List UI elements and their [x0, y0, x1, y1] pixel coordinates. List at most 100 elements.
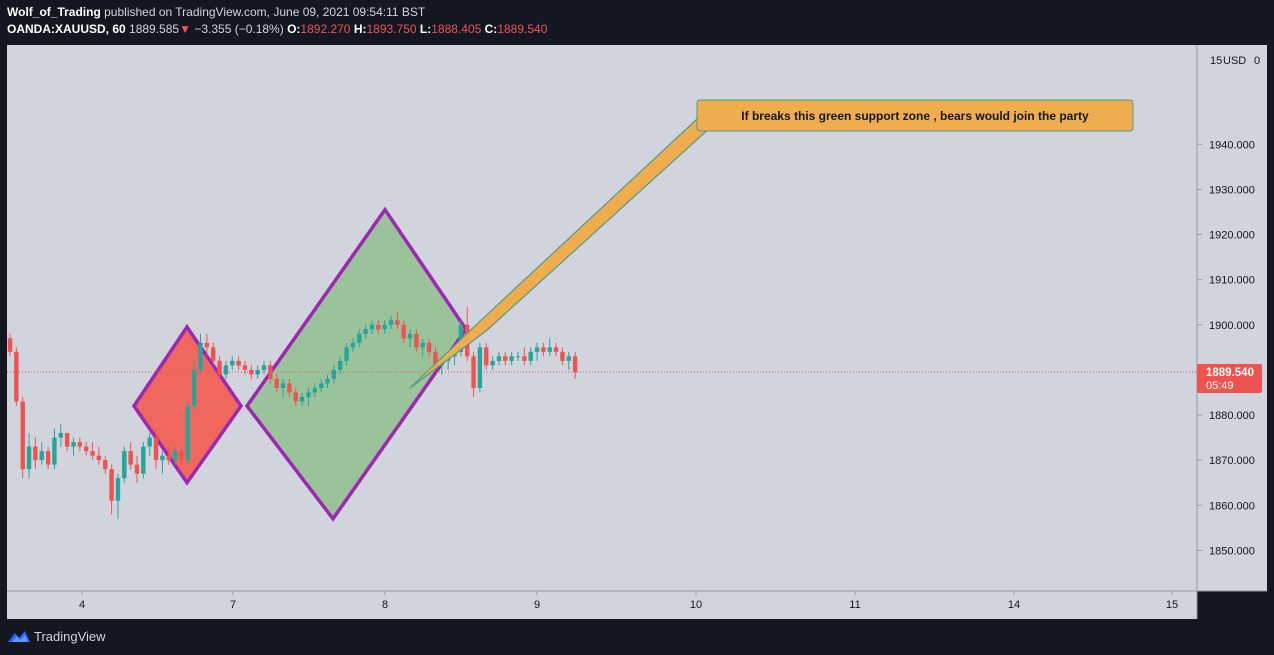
candle[interactable]: [153, 428, 159, 470]
candle[interactable]: [58, 424, 63, 447]
candle[interactable]: [287, 378, 292, 397]
tradingview-logo-icon[interactable]: [7, 628, 31, 644]
candle[interactable]: [490, 356, 495, 370]
candle[interactable]: [204, 333, 210, 357]
candle[interactable]: [39, 442, 44, 465]
candle[interactable]: [382, 320, 387, 334]
candle[interactable]: [185, 401, 190, 465]
candle[interactable]: [477, 342, 483, 393]
candle[interactable]: [128, 442, 133, 470]
candle[interactable]: [249, 365, 254, 379]
candle-body: [64, 433, 70, 447]
candle[interactable]: [401, 320, 406, 343]
callout-box[interactable]: [696, 99, 1134, 132]
candle[interactable]: [223, 360, 229, 379]
candle[interactable]: [268, 360, 273, 384]
candle[interactable]: [388, 315, 394, 330]
candle[interactable]: [52, 428, 57, 470]
price-axis[interactable]: [1197, 45, 1267, 591]
candle[interactable]: [299, 392, 305, 406]
candle[interactable]: [77, 437, 83, 452]
candle[interactable]: [26, 433, 32, 479]
candle[interactable]: [147, 433, 152, 456]
candle[interactable]: [560, 347, 565, 366]
candle[interactable]: [64, 433, 70, 452]
candle[interactable]: [90, 442, 95, 461]
candle[interactable]: [566, 351, 571, 370]
candle[interactable]: [236, 356, 241, 370]
candle[interactable]: [369, 320, 375, 334]
candle[interactable]: [471, 351, 476, 397]
candle[interactable]: [261, 360, 267, 375]
candlestick-series[interactable]: [7, 306, 578, 519]
candle-body: [490, 360, 495, 366]
time-axis[interactable]: [7, 591, 1197, 619]
candle[interactable]: [255, 365, 260, 379]
candle[interactable]: [160, 451, 165, 474]
down-arrow-icon: ▼: [179, 22, 191, 36]
symbol-name[interactable]: OANDA:XAUUSD, 60: [7, 22, 126, 36]
candle[interactable]: [230, 356, 235, 370]
candle[interactable]: [45, 446, 51, 470]
candle[interactable]: [172, 446, 178, 465]
candle[interactable]: [115, 473, 121, 519]
candle[interactable]: [395, 311, 400, 330]
candle[interactable]: [20, 396, 25, 479]
candle[interactable]: [528, 347, 533, 366]
candle[interactable]: [198, 333, 203, 375]
candle[interactable]: [318, 378, 324, 393]
candle[interactable]: [496, 351, 502, 366]
candle[interactable]: [414, 329, 419, 352]
candle[interactable]: [503, 351, 508, 366]
candle[interactable]: [280, 378, 286, 397]
candle[interactable]: [547, 338, 552, 357]
candle[interactable]: [122, 446, 127, 483]
candle[interactable]: [293, 387, 298, 406]
candle[interactable]: [191, 360, 197, 411]
candle[interactable]: [84, 442, 89, 456]
candle[interactable]: [522, 347, 527, 366]
candle[interactable]: [96, 446, 102, 465]
price-tick-label-1: 1860.000: [1209, 500, 1255, 512]
candle[interactable]: [331, 365, 337, 384]
candle[interactable]: [109, 464, 114, 515]
candle[interactable]: [509, 351, 514, 366]
price-chart[interactable]: 1850.0001860.0001870.0001880.0001890.000…: [0, 44, 1274, 619]
candle[interactable]: [274, 374, 279, 393]
candle[interactable]: [541, 342, 546, 357]
candle[interactable]: [420, 338, 425, 357]
candle[interactable]: [71, 437, 76, 456]
candle[interactable]: [141, 442, 146, 479]
candle[interactable]: [312, 383, 317, 397]
footer-brand[interactable]: TradingView: [34, 629, 106, 644]
candle[interactable]: [179, 446, 184, 465]
candle[interactable]: [484, 342, 489, 370]
candle[interactable]: [211, 342, 216, 366]
plot-area[interactable]: [7, 45, 1197, 591]
candle[interactable]: [363, 324, 368, 339]
candle[interactable]: [572, 351, 578, 379]
candle[interactable]: [357, 329, 362, 348]
author-name[interactable]: Wolf_of_Trading: [7, 5, 101, 19]
candle[interactable]: [344, 342, 349, 366]
candle-body: [515, 356, 521, 358]
support-zone-diamond[interactable]: [244, 206, 469, 522]
candle[interactable]: [553, 342, 559, 357]
candle[interactable]: [33, 437, 38, 470]
candle[interactable]: [134, 455, 140, 483]
candle[interactable]: [242, 360, 248, 375]
candle[interactable]: [515, 351, 521, 361]
candle[interactable]: [338, 356, 343, 375]
candle[interactable]: [7, 333, 13, 357]
candle[interactable]: [306, 387, 311, 406]
candle[interactable]: [350, 338, 356, 352]
candle[interactable]: [426, 338, 432, 357]
candle[interactable]: [325, 374, 330, 388]
candle[interactable]: [376, 320, 381, 334]
candle[interactable]: [407, 329, 413, 348]
candle[interactable]: [217, 356, 222, 379]
candle[interactable]: [166, 446, 171, 465]
candle[interactable]: [103, 455, 108, 474]
candle[interactable]: [534, 342, 540, 361]
candle[interactable]: [14, 347, 19, 406]
